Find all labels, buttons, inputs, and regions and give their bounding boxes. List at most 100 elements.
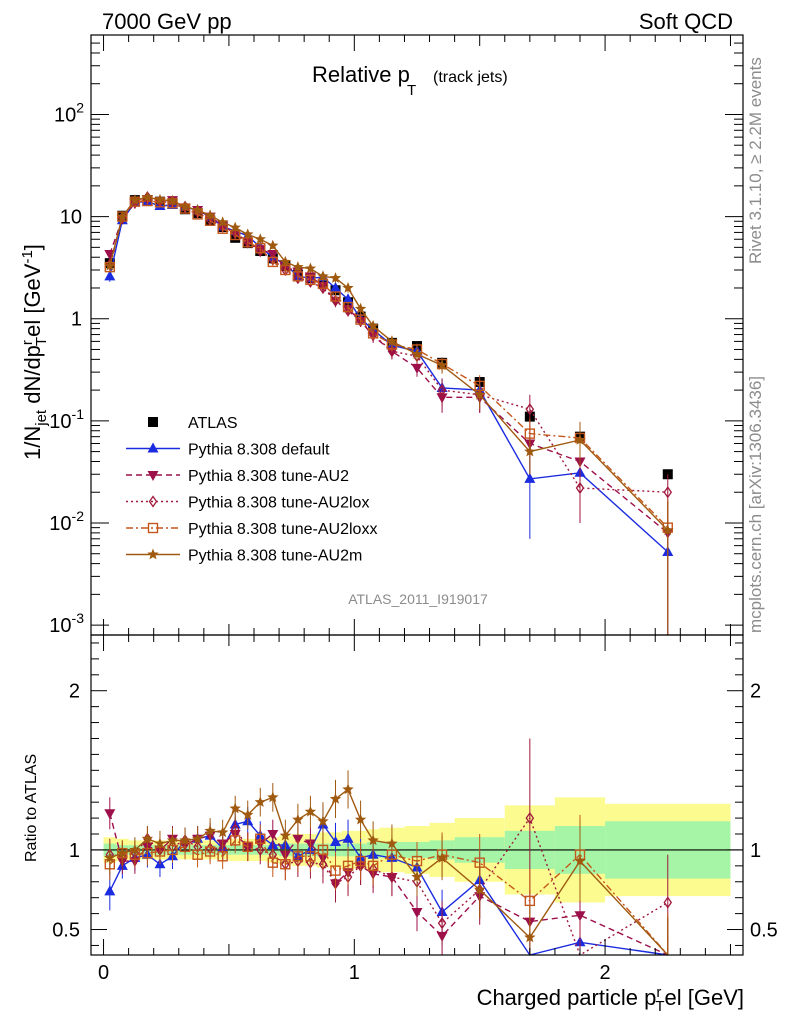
ratio-point-AU2lox — [387, 870, 397, 884]
point-AU2m — [267, 239, 279, 251]
ratio-point-AU2 — [292, 834, 304, 845]
legend-label-default: Pythia 8.308 default — [188, 442, 330, 459]
ratio-point-AU2m — [129, 843, 141, 855]
title-main: Relative p — [312, 62, 410, 87]
title-subscript: T — [407, 82, 416, 99]
ratio-point-AU2m — [267, 791, 279, 803]
point-AU2m — [411, 348, 423, 359]
ratio-point-AU2m — [474, 883, 486, 895]
ratio-point-AU2m — [116, 847, 129, 858]
legend-label-AU2m: Pythia 8.308 tune-AU2m — [188, 548, 362, 565]
legend-marker-ATLAS — [148, 417, 158, 427]
point-AU2m — [191, 204, 204, 215]
ratio-point-AU2m — [179, 834, 191, 846]
point-AU2m — [317, 270, 329, 282]
ratio-point-AU2m — [191, 832, 204, 844]
y-tick-label: 10 — [60, 207, 82, 229]
point-AU2m — [354, 302, 367, 314]
ratio-point-AU2m — [524, 931, 536, 943]
ratio-point-AU2lox — [437, 917, 447, 930]
analysis-id: ATLAS_2011_I919017 — [348, 591, 488, 607]
ratio-point-AU2lox — [255, 843, 265, 857]
mcplots-label: mcplots.cern.ch [arXiv:1306.3436] — [746, 376, 765, 633]
ratio-point-default — [342, 832, 354, 843]
header-right: Soft QCD — [639, 9, 733, 34]
point-AU2m — [104, 259, 116, 271]
y-tick-label-exp: 2 — [76, 99, 84, 115]
x-tick-label: 1 — [349, 962, 360, 984]
ratio-point-AU2m — [317, 815, 329, 827]
ratio-point-AU2loxx — [355, 855, 366, 867]
point-AU2m — [141, 191, 154, 202]
ratio-point-AU2loxx — [330, 865, 341, 876]
point-AU2m — [279, 255, 292, 267]
point-AU2m — [524, 445, 536, 457]
ratio-point-AU2lox — [318, 858, 328, 871]
point-default — [104, 270, 116, 281]
point-AU2loxx — [330, 291, 341, 302]
x-tick-label: 0 — [98, 962, 109, 984]
ratio-y-tick-label-right: 0.5 — [750, 920, 778, 942]
ratio-point-AU2m — [367, 834, 379, 846]
point-AU2loxx — [242, 237, 253, 248]
legend-marker-AU2loxx — [147, 522, 159, 534]
point-AU2m — [292, 261, 304, 272]
point-AU2m — [304, 262, 317, 274]
y-tick-label-exp: -2 — [72, 508, 85, 524]
ratio-y-tick-label-right: 2 — [750, 681, 761, 703]
ratio-point-AU2loxx — [217, 851, 228, 862]
point-AU2m — [116, 210, 129, 222]
main-plot-series — [104, 191, 674, 635]
point-default — [342, 293, 354, 304]
legend-label-AU2lox: Pythia 8.308 tune-AU2lox — [188, 495, 369, 512]
ratio-plot-series — [104, 738, 673, 957]
ratio-point-AU2m — [354, 813, 367, 825]
point-AU2 — [411, 363, 423, 374]
y-tick-label-exp: -3 — [72, 610, 85, 626]
legend-marker-AU2m — [147, 548, 159, 560]
ratio-y-tick-label-right: 1 — [750, 840, 761, 862]
ratio-point-AU2loxx — [305, 851, 316, 862]
x-axis-label: Charged particle pr Tel [GeV] — [477, 984, 744, 1015]
point-AU2loxx — [342, 301, 354, 313]
ratio-point-AU2loxx — [267, 857, 279, 868]
point-AU2m — [242, 228, 254, 240]
ratio-series-AU2m — [104, 770, 669, 956]
ratio-point-AU2loxx — [280, 859, 291, 870]
ratio-point-AU2loxx — [229, 835, 241, 846]
ratio-point-AU2m — [279, 829, 292, 841]
y-tick-label-base: 10 — [49, 513, 71, 535]
point-default — [524, 472, 536, 483]
y-tick-label-base: 10 — [49, 411, 71, 433]
ratio-line-AU2lox — [109, 816, 669, 957]
ratio-point-AU2lox — [663, 896, 673, 909]
title-suffix: (track jets) — [433, 69, 508, 86]
series-AU2m — [104, 191, 674, 635]
y-tick-label: 1 — [71, 309, 82, 331]
ratio-point-AU2 — [267, 830, 279, 841]
point-AU2lox — [255, 244, 265, 258]
point-AU2m — [436, 359, 448, 371]
ratio-point-AU2m — [229, 802, 241, 814]
legend-label-AU2loxx: Pythia 8.308 tune-AU2loxx — [188, 521, 377, 538]
ratio-point-AU2m — [204, 824, 216, 836]
point-AU2m — [166, 194, 179, 206]
point-AU2m — [662, 524, 674, 535]
ratio-point-AU2m — [411, 871, 423, 882]
point-AU2m — [129, 194, 141, 205]
y-tick-label: 102 — [54, 99, 84, 126]
ratio-point-AU2m — [166, 834, 179, 846]
point-AU2lox — [663, 486, 673, 499]
legend-marker-AU2lox — [148, 495, 158, 508]
y-tick-label-exp: -1 — [72, 406, 85, 422]
ratio-point-AU2loxx — [367, 860, 379, 872]
point-AU2loxx — [355, 314, 366, 325]
ratio-point-default — [104, 885, 116, 896]
x-tick-label: 2 — [600, 962, 611, 984]
ratio-point-AU2m — [216, 826, 229, 838]
point-AU2m — [216, 216, 229, 228]
ratio-y-tick-label: 2 — [69, 681, 80, 703]
y-tick-label: 10-3 — [49, 610, 84, 637]
